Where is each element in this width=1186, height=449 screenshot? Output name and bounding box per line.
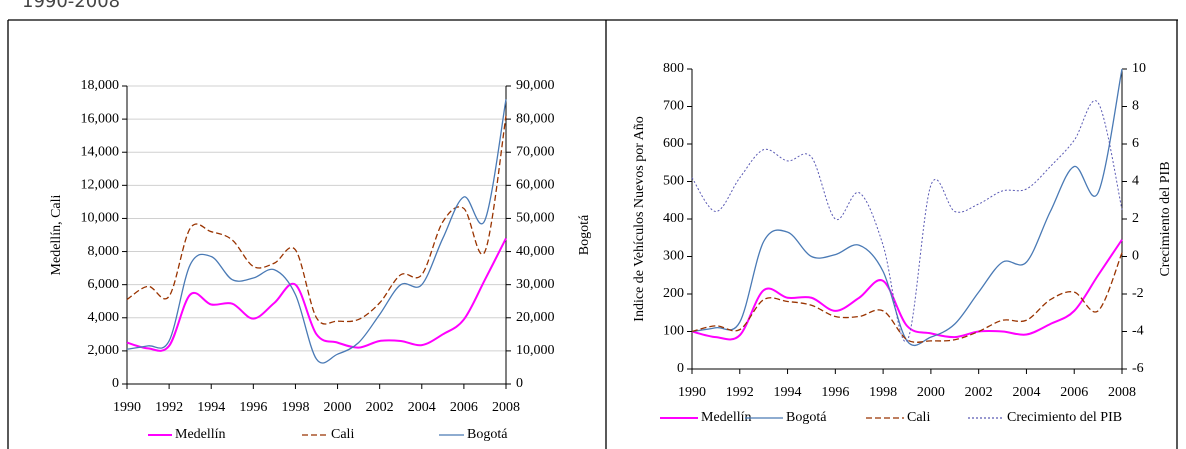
series-line [691,252,1123,343]
legend-label: Bogotá [786,410,827,425]
y2-tick-label: 50,000 [516,211,555,226]
y2-tick-label: 4 [1132,174,1139,189]
y-tick-label: 16,000 [81,111,120,126]
legend-label: Medellín [701,410,752,425]
x-tick-label: 1998 [281,400,309,415]
x-tick-label: 2004 [1012,385,1040,400]
x-tick-label: 2002 [965,385,993,400]
y-tick-label: 18,000 [81,78,120,93]
x-tick-label: 1990 [113,400,141,415]
y2-tick-label: 0 [516,376,523,391]
y2-tick-label: -4 [1132,324,1144,339]
y-tick-label: 12,000 [81,178,120,193]
header: 1990-2008 [22,0,120,12]
x-tick-label: 1992 [155,400,183,415]
x-tick-label: 2000 [917,385,945,400]
series-line [126,99,507,364]
y2-tick-label: 70,000 [516,144,555,159]
y-axis-title: Indice de Vehículos Nuevos por Año [632,116,647,321]
x-tick-label: 2008 [1108,385,1136,400]
x-tick-label: 1996 [239,400,267,415]
y-tick-label: 300 [663,249,684,264]
legend-label: Bogotá [467,427,508,442]
series-line [691,239,1123,341]
legend-label: Medellín [175,427,226,442]
y2-tick-label: 10 [1132,61,1146,76]
x-tick-label: 1994 [774,385,802,400]
y2-tick-label: 6 [1132,136,1139,151]
legend-label: Crecimiento del PIB [1007,410,1122,425]
y2-axis-title: Crecimiento del PIB [1158,161,1173,276]
y2-tick-label: 8 [1132,99,1139,114]
legend-label: Cali [331,427,354,442]
y-tick-label: 200 [663,286,684,301]
x-tick-label: 2004 [408,400,436,415]
y-tick-label: 800 [663,61,684,76]
y-tick-label: 2,000 [88,343,120,358]
x-tick-label: 2006 [1060,385,1088,400]
x-tick-label: 2008 [492,400,520,415]
y-tick-label: 6,000 [88,277,120,292]
y2-tick-label: 60,000 [516,178,555,193]
x-tick-label: 2002 [366,400,394,415]
y2-tick-label: 30,000 [516,277,555,292]
y2-tick-label: 90,000 [516,78,555,93]
y2-tick-label: 80,000 [516,111,555,126]
y2-tick-label: 2 [1132,211,1139,226]
y-tick-label: 100 [663,324,684,339]
y-tick-label: 400 [663,211,684,226]
x-tick-label: 1996 [821,385,849,400]
y2-axis-title: Bogotá [577,214,592,255]
y-tick-label: 14,000 [81,144,120,159]
y-tick-label: 8,000 [88,244,120,259]
y-tick-label: 700 [663,99,684,114]
legend-label: Cali [907,410,930,425]
x-tick-label: 1990 [678,385,706,400]
y2-tick-label: -2 [1132,286,1144,301]
x-tick-label: 1992 [726,385,754,400]
y2-tick-label: 0 [1132,249,1139,264]
y-tick-label: 4,000 [88,310,120,325]
x-tick-label: 1998 [869,385,897,400]
x-tick-label: 1994 [197,400,225,415]
y-tick-label: 10,000 [81,211,120,226]
x-tick-label: 2006 [450,400,478,415]
y-tick-label: 500 [663,174,684,189]
y-tick-label: 0 [112,376,119,391]
y2-tick-label: -6 [1132,361,1144,376]
series-line [691,100,1123,342]
series-line [126,237,507,352]
series-line [691,68,1123,346]
x-tick-label: 2000 [324,400,352,415]
y2-tick-label: 20,000 [516,310,555,325]
y-tick-label: 0 [677,361,684,376]
y2-tick-label: 40,000 [516,244,555,259]
y2-tick-label: 10,000 [516,343,555,358]
y-axis-title: Medellín, Cali [49,194,64,275]
y-tick-label: 600 [663,136,684,151]
series-line [126,115,507,325]
